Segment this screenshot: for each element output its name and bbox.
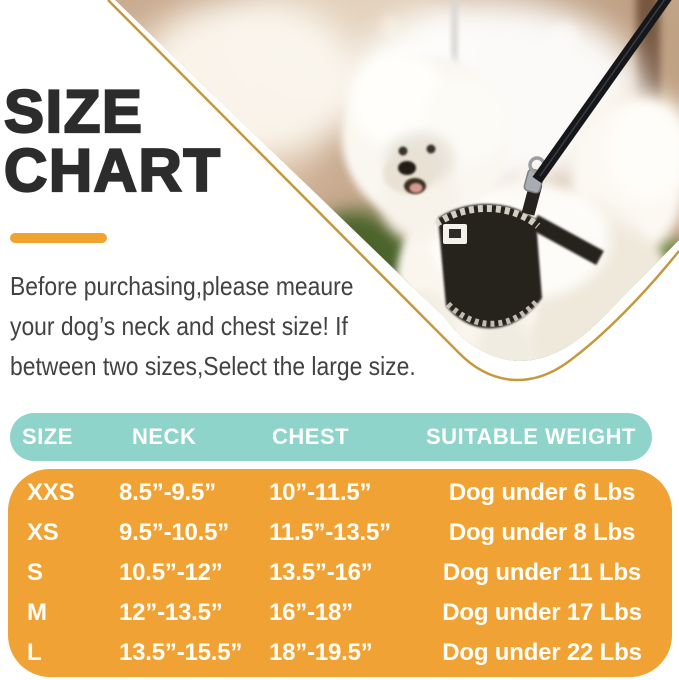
neck-cell: 12”-13.5”: [119, 599, 223, 626]
gold-diagonal-line: [107, 0, 679, 382]
dog-harness: [434, 182, 604, 329]
intro-line: between two sizes,Select the large size.: [10, 351, 416, 381]
size-cell: S: [27, 559, 43, 586]
page-title-line1: SIZE: [3, 78, 144, 145]
dog-face: [383, 132, 454, 194]
size-cell: XS: [27, 519, 59, 546]
intro-paragraph: Before purchasing,please meaure your dog…: [10, 266, 416, 386]
leash: [532, 0, 677, 184]
intro-line: Before purchasing,please meaure: [10, 271, 354, 301]
header-size: SIZE: [22, 424, 73, 449]
neck-cell: 13.5”-15.5”: [119, 639, 243, 666]
weight-cell: Dog under 6 Lbs: [448, 479, 636, 506]
chest-cell: 16”-18”: [269, 599, 353, 626]
size-chart-table: XXS 8.5”-9.5” 10”-11.5” Dog under 6 Lbs …: [8, 469, 672, 677]
header-chest: CHEST: [272, 424, 350, 449]
chest-cell: 18”-19.5”: [269, 639, 373, 666]
weight-cell: Dog under 8 Lbs: [448, 519, 636, 546]
dog-photo: [107, 0, 679, 382]
weight-cell: Dog under 17 Lbs: [442, 599, 642, 626]
page-title: SIZE CHART: [3, 78, 222, 204]
table-row-s: S 10.5”-12” 13.5”-16” Dog under 11 Lbs: [8, 553, 672, 593]
chest-cell: 13.5”-16”: [269, 559, 373, 586]
page-title-line2: CHART: [3, 137, 222, 204]
table-row-xxs: XXS 8.5”-9.5” 10”-11.5” Dog under 6 Lbs: [8, 473, 672, 513]
neck-cell: 9.5”-10.5”: [119, 519, 230, 546]
neck-cell: 10.5”-12”: [119, 559, 223, 586]
header-neck: NECK: [132, 424, 197, 449]
table-row-xs: XS 9.5”-10.5” 11.5”-13.5” Dog under 8 Lb…: [8, 513, 672, 553]
background-pole: [451, 0, 458, 92]
neck-cell: 8.5”-9.5”: [119, 479, 216, 506]
size-cell: XXS: [27, 479, 75, 506]
weight-cell: Dog under 11 Lbs: [442, 559, 642, 586]
size-chart-header-row: SIZE NECK CHEST SUITABLE WEIGHT: [10, 413, 652, 461]
intro-line: your dog’s neck and chest size! If: [10, 311, 348, 341]
table-row-m: M 12”-13.5” 16”-18” Dog under 17 Lbs: [8, 593, 672, 633]
weight-cell: Dog under 22 Lbs: [442, 639, 642, 666]
size-cell: M: [27, 599, 47, 626]
chest-cell: 11.5”-13.5”: [269, 519, 391, 546]
title-underline: [10, 233, 107, 243]
chest-cell: 10”-11.5”: [269, 479, 372, 506]
size-cell: L: [27, 639, 42, 666]
table-row-l: L 13.5”-15.5” 18”-19.5” Dog under 22 Lbs: [8, 633, 672, 673]
header-weight: SUITABLE WEIGHT: [426, 424, 636, 449]
